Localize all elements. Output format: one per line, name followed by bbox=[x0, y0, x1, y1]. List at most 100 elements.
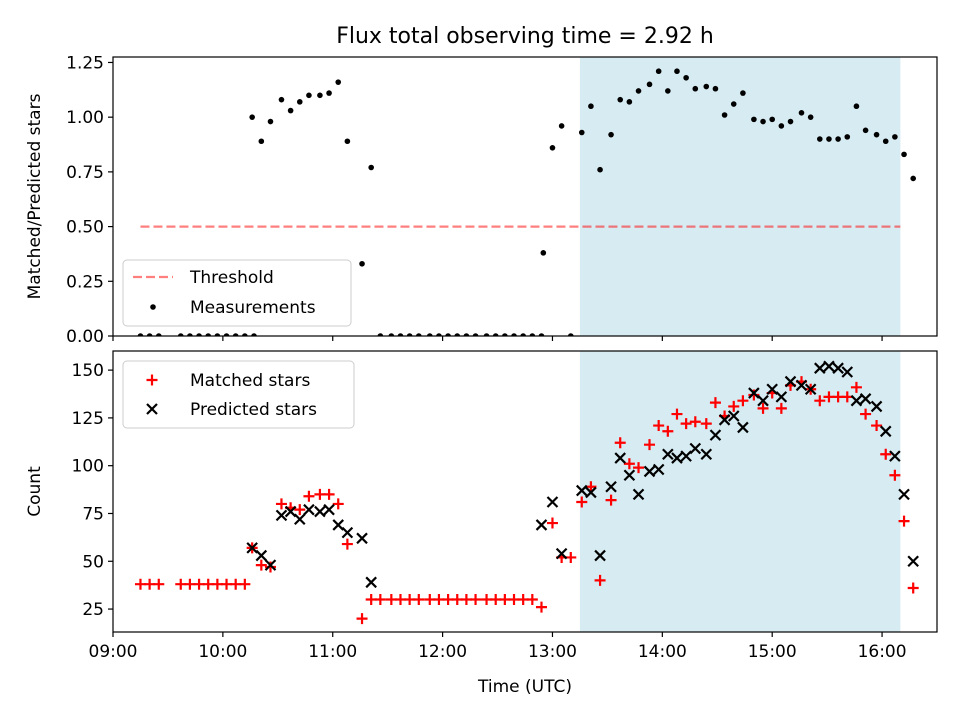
predicted-star-point bbox=[823, 360, 835, 373]
predicted-star-point bbox=[804, 383, 817, 396]
y-axis-label: Count bbox=[25, 466, 45, 517]
legend-predicted-swatch bbox=[146, 403, 158, 415]
legend: Threshold Measurements bbox=[122, 259, 352, 327]
measurement-point bbox=[635, 88, 642, 94]
matched-star-point bbox=[239, 578, 251, 590]
measurement-point bbox=[826, 136, 832, 142]
measurement-point bbox=[721, 112, 728, 118]
predicted-star-point bbox=[275, 509, 288, 522]
matched-star-point bbox=[671, 408, 683, 420]
measurement-point bbox=[655, 68, 662, 75]
y-tick-label: 0.00 bbox=[66, 327, 104, 347]
measurement-point bbox=[798, 110, 805, 116]
matched-star-point bbox=[264, 561, 276, 573]
y-tick-label: 0.50 bbox=[66, 218, 104, 238]
legend-measurements-swatch bbox=[150, 304, 156, 310]
measurement-point bbox=[483, 333, 490, 336]
measurement-point bbox=[683, 74, 689, 81]
measurement-point bbox=[258, 138, 265, 145]
matched-star-point bbox=[594, 574, 606, 586]
measurement-point bbox=[335, 79, 342, 85]
predicted-star-point bbox=[341, 526, 354, 539]
measurement-point bbox=[665, 88, 671, 94]
measurement-point bbox=[426, 333, 433, 336]
predicted-star-point bbox=[264, 559, 277, 571]
matched-star-point bbox=[356, 613, 368, 625]
bottom-panel-star-counts: 09:00 10:00 11:00 12:00 13:00 14:00 15:00 16:00… bbox=[25, 350, 938, 697]
predicted-star-point bbox=[680, 450, 692, 462]
measurement-point bbox=[751, 116, 757, 123]
matched-star-point bbox=[605, 494, 617, 506]
measurement-point bbox=[205, 333, 212, 336]
measurement-point bbox=[674, 68, 680, 75]
predicted-star-point bbox=[889, 450, 901, 462]
measurement-point bbox=[588, 103, 594, 110]
shaded-observing-span bbox=[579, 351, 901, 632]
predicted-star-point bbox=[255, 549, 268, 562]
x-tick-label: 15:00 bbox=[748, 642, 797, 662]
x-tick-label: 13:00 bbox=[528, 642, 577, 662]
predicted-star-point bbox=[859, 393, 872, 405]
x-tick-label: 14:00 bbox=[638, 642, 687, 662]
measurement-point bbox=[853, 103, 860, 110]
measurement-point bbox=[549, 145, 556, 151]
matched-star-point bbox=[614, 437, 626, 449]
matched-star-point bbox=[526, 594, 538, 606]
matched-star-point bbox=[374, 594, 386, 606]
legend-matched-label: Matched stars bbox=[190, 371, 310, 391]
legend-predicted-label: Predicted stars bbox=[190, 400, 317, 420]
matched-star-point bbox=[275, 498, 287, 510]
predicted-star-point bbox=[293, 513, 306, 525]
measurement-point bbox=[317, 92, 323, 99]
measurement-point bbox=[712, 85, 719, 92]
measurement-point bbox=[406, 333, 413, 336]
matched-star-point bbox=[585, 481, 597, 493]
predicted-star-point bbox=[727, 410, 740, 422]
measurement-point bbox=[278, 96, 285, 103]
measurement-point bbox=[730, 101, 737, 107]
measurement-point bbox=[187, 333, 193, 336]
data-layer bbox=[137, 68, 916, 336]
predicted-star-point bbox=[795, 379, 808, 392]
measurement-point bbox=[817, 136, 823, 142]
measurement-point bbox=[692, 85, 699, 92]
measurement-point bbox=[835, 136, 841, 142]
predicted-star-point bbox=[623, 469, 636, 482]
predicted-star-point bbox=[870, 400, 883, 413]
predicted-star-point bbox=[314, 505, 326, 518]
measurement-point bbox=[910, 175, 916, 182]
measurement-point bbox=[454, 333, 461, 336]
matched-star-point bbox=[303, 490, 315, 502]
predicted-star-point bbox=[784, 375, 797, 388]
x-tick-label: 09:00 bbox=[89, 642, 138, 662]
predicted-star-point bbox=[594, 549, 606, 562]
measurement-point bbox=[155, 333, 162, 336]
data-layer bbox=[134, 360, 919, 625]
matched-star-point bbox=[576, 496, 588, 508]
x-tick-label: 10:00 bbox=[198, 642, 247, 662]
measurement-point bbox=[760, 118, 766, 125]
matched-star-point bbox=[535, 601, 547, 613]
measurement-point bbox=[807, 114, 814, 120]
matched-star-point bbox=[728, 400, 740, 412]
y-tick-label: 100 bbox=[72, 457, 104, 477]
measurement-point bbox=[787, 118, 794, 125]
y-tick-label: 50 bbox=[82, 552, 104, 572]
measurement-point bbox=[214, 333, 221, 336]
predicted-star-point bbox=[757, 394, 769, 407]
y-tick-label: 25 bbox=[82, 600, 104, 620]
measurement-point bbox=[472, 333, 479, 336]
matched-star-point bbox=[633, 462, 645, 474]
series-measurements bbox=[137, 68, 916, 336]
measurement-point bbox=[520, 333, 526, 336]
matched-star-point bbox=[565, 551, 577, 563]
predicted-star-point bbox=[718, 414, 731, 426]
predicted-star-point bbox=[535, 519, 548, 531]
measurement-point bbox=[540, 250, 547, 256]
measurement-point bbox=[617, 96, 624, 103]
matched-star-point bbox=[653, 420, 665, 432]
predicted-star-point bbox=[284, 505, 297, 518]
matched-star-point bbox=[153, 578, 165, 590]
predicted-star-point bbox=[614, 452, 626, 464]
measurement-point bbox=[511, 333, 517, 336]
